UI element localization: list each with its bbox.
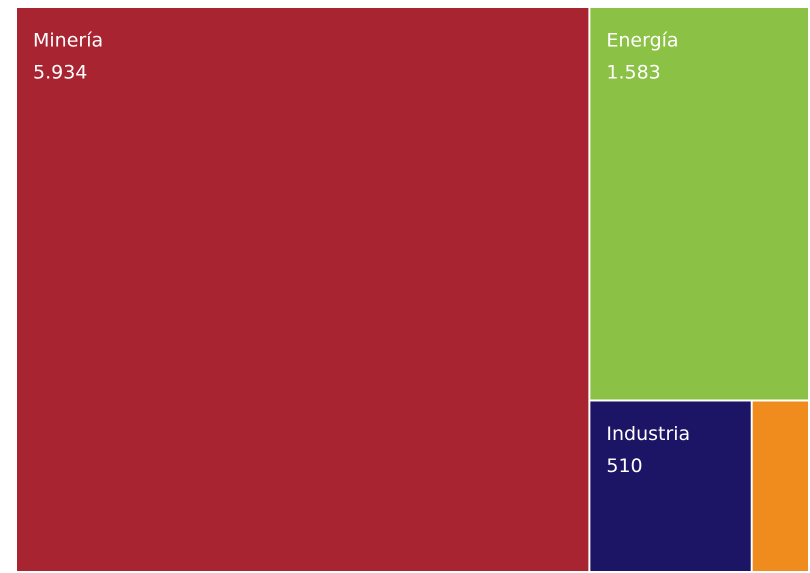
cell-value: 510: [606, 455, 642, 477]
treemap-cell: [590, 8, 808, 400]
treemap-cell: [590, 401, 751, 571]
treemap-cell: [752, 401, 808, 571]
cell-label: Energía: [606, 30, 678, 52]
treemap-cell: [17, 8, 589, 571]
cell-label: Minería: [33, 30, 103, 52]
cell-value: 1.583: [606, 62, 660, 84]
cell-value: 5.934: [33, 62, 87, 84]
cell-label: Industria: [606, 423, 690, 445]
